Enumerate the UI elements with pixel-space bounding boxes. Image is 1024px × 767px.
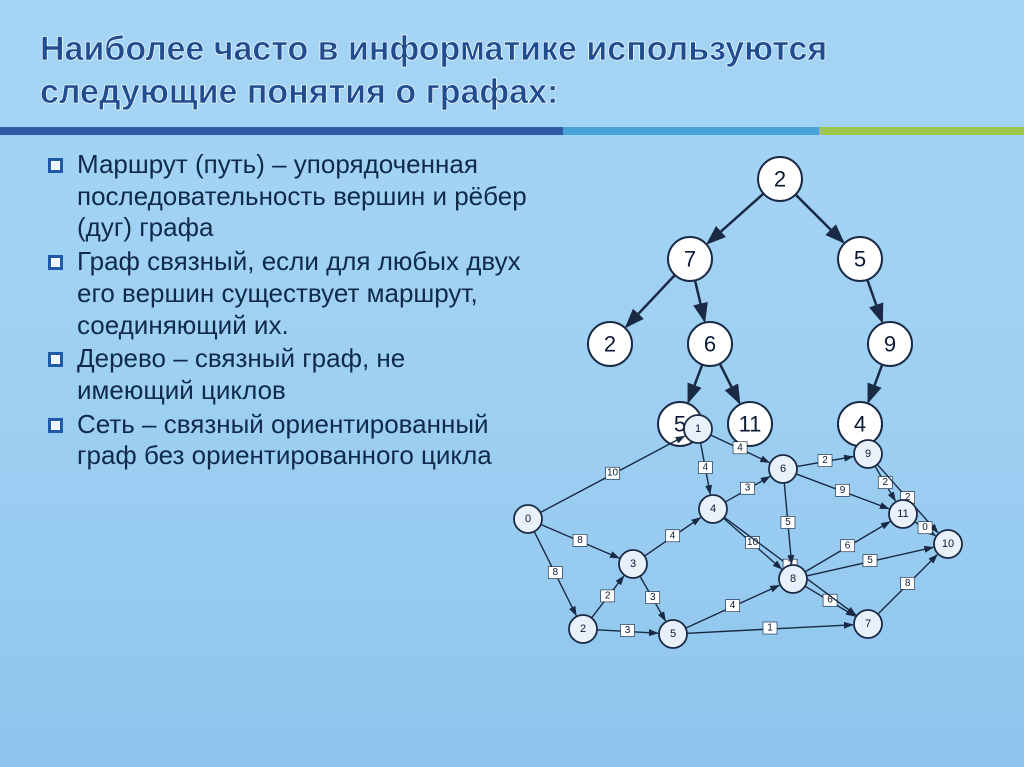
bullet-item: Граф связный, если для любых двух его ве… [48,246,528,341]
tree-node-label: 2 [774,167,786,192]
net-node-label: 1 [695,423,701,435]
net-weight: 4 [730,600,736,611]
net-weight: 1 [767,623,773,634]
bullet-item: Сеть – связный ориентированный граф без … [48,409,528,472]
net-weight: 6 [845,540,851,551]
tree-edge [695,280,704,320]
net-weight: 3 [625,625,631,636]
bullet-icon [48,255,63,270]
net-weight: 8 [552,567,558,578]
bullet-icon [48,352,63,367]
net-weight: 3 [650,592,656,603]
network-diagram: 1088444233310412966522087501234567891011 [488,399,998,679]
bullet-item: Дерево – связный граф, не имеющий циклов [48,343,528,406]
net-node-label: 7 [865,618,871,630]
tree-edge [720,364,739,403]
tree-node-label: 6 [704,332,716,357]
net-weight: 4 [703,462,709,473]
net-node-label: 9 [865,448,871,460]
bullet-text: Маршрут (путь) – упорядоченная последова… [77,149,528,244]
bullet-text: Дерево – связный граф, не имеющий циклов [77,343,528,406]
bullet-item: Маршрут (путь) – упорядоченная последова… [48,149,528,244]
net-weight: 4 [670,530,676,541]
net-weight: 9 [840,485,846,496]
net-weight: 5 [785,517,791,528]
net-weight: 2 [605,590,611,601]
net-weight: 10 [607,468,619,479]
net-weight: 3 [745,483,751,494]
net-node-label: 5 [670,628,676,640]
bullet-icon [48,158,63,173]
net-node-label: 8 [790,573,796,585]
tree-edge [708,194,764,243]
page-title: Наиболее часто в информатике используютс… [0,0,1024,127]
tree-edge [867,280,882,322]
divider [0,127,1024,135]
net-node-label: 3 [630,558,636,570]
bullet-text: Сеть – связный ориентированный граф без … [77,409,528,472]
tree-edge [796,195,843,242]
bullet-icon [48,418,63,433]
net-node-label: 11 [897,508,908,520]
diagrams: 2752695114 10884442333104129665220875012… [528,149,994,474]
net-node-label: 0 [525,513,531,525]
bullets-list: Маршрут (путь) – упорядоченная последова… [48,149,528,474]
tree-edge [868,365,882,402]
tree-node-label: 2 [604,332,616,357]
bullet-text: Граф связный, если для любых двух его ве… [77,246,528,341]
net-weight: 8 [905,578,911,589]
tree-node-label: 5 [854,247,866,272]
net-weight: 0 [922,522,928,533]
net-node-label: 10 [942,538,954,550]
net-weight: 2 [822,455,828,466]
tree-node-label: 7 [684,247,696,272]
net-weight: 5 [867,555,873,566]
net-node-label: 4 [710,503,716,515]
net-node-label: 2 [580,623,586,635]
net-weight: 8 [577,535,583,546]
tree-node-label: 9 [884,332,896,357]
net-weight: 4 [737,442,743,453]
net-weight: 2 [882,477,888,488]
content: Маршрут (путь) – упорядоченная последова… [0,141,1024,474]
tree-edge [688,365,702,402]
net-node-label: 6 [780,463,786,475]
tree-edge [626,275,674,327]
